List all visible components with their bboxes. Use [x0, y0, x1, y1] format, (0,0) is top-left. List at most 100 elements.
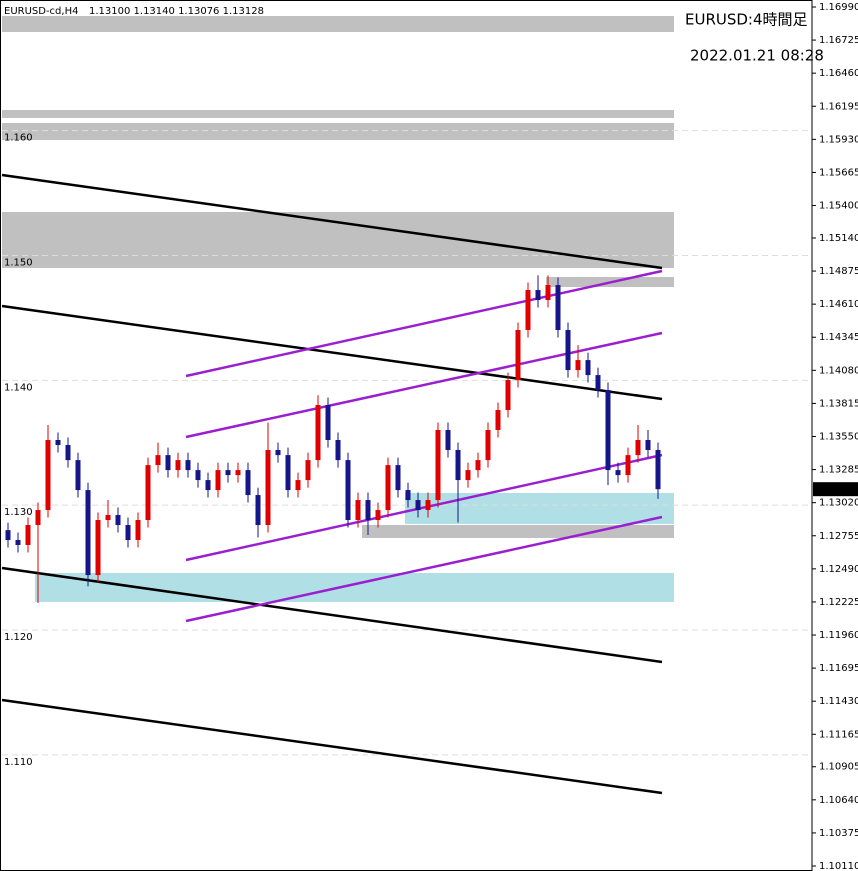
candle-body — [25, 525, 31, 545]
candle-body — [605, 390, 611, 471]
candle-body — [125, 525, 131, 541]
y-tick-label: 1.15930 — [819, 134, 858, 145]
y-tick-label: 1.16725 — [819, 35, 858, 46]
y-tick-label: 1.13815 — [819, 398, 858, 409]
y-tick-label: 1.14345 — [819, 332, 858, 343]
y-tick-label: 1.13020 — [819, 498, 858, 509]
candle-body — [135, 520, 141, 541]
candle-body — [485, 430, 491, 461]
chart-subtitle: 2022.01.21 08:28 — [690, 47, 824, 65]
price-label: 1.13128 — [818, 484, 858, 495]
trend-line — [1, 698, 663, 795]
y-tick-label: 1.16990 — [819, 2, 858, 13]
y-tick-label: 1.12755 — [819, 531, 858, 542]
candle-body — [535, 290, 541, 301]
candle-body — [505, 380, 511, 411]
candle-body — [205, 480, 211, 491]
candle-body — [155, 455, 161, 466]
candle-body — [575, 360, 581, 371]
left-tick-label: 1.150 — [4, 257, 33, 268]
candle-body — [115, 515, 121, 526]
candle-body — [645, 439, 651, 450]
candle-body — [425, 500, 431, 511]
y-tick-label: 1.12225 — [819, 597, 858, 608]
y-tick-label: 1.15140 — [819, 233, 858, 244]
zone — [2, 110, 674, 118]
candle-body — [635, 439, 641, 456]
candle-body — [395, 465, 401, 491]
candle-body — [625, 455, 631, 476]
channel-line — [185, 453, 663, 562]
y-tick-label: 1.10375 — [819, 828, 858, 839]
candle-body — [265, 449, 271, 526]
left-tick-label: 1.130 — [4, 507, 33, 518]
y-tick-label: 1.14610 — [819, 299, 858, 310]
channel-line — [185, 331, 663, 439]
candle-body — [195, 470, 201, 481]
candle-body — [355, 500, 361, 521]
candle-body — [55, 439, 61, 445]
candle-body — [295, 480, 301, 491]
candle-body — [185, 460, 191, 471]
candle-body — [385, 465, 391, 511]
trend-line — [1, 304, 663, 401]
candle-body — [85, 490, 91, 576]
candle-body — [175, 460, 181, 471]
y-tick-label: 1.14875 — [819, 266, 858, 277]
candle-body — [435, 430, 441, 501]
y-tick-label: 1.16460 — [819, 68, 858, 79]
candle-body — [225, 470, 231, 476]
chart-title: EURUSD:4時間足 — [685, 11, 808, 29]
candle-body — [235, 470, 241, 476]
left-tick-label: 1.140 — [4, 382, 33, 393]
candle-body — [5, 530, 11, 541]
y-tick-label: 1.10640 — [819, 795, 858, 806]
y-tick-label: 1.11430 — [819, 696, 858, 707]
y-tick-label: 1.13285 — [819, 465, 858, 476]
candle-body — [595, 375, 601, 391]
y-tick-label: 1.11960 — [819, 630, 858, 641]
candle-body — [445, 430, 451, 450]
candle-body — [615, 470, 621, 476]
price-box — [813, 482, 858, 497]
left-tick-label: 1.160 — [4, 133, 33, 144]
zone — [2, 212, 674, 268]
candle-body — [405, 490, 411, 501]
channel-line — [185, 515, 663, 623]
trend-line — [1, 173, 663, 270]
candle-body — [585, 360, 591, 376]
y-tick-label: 1.13550 — [819, 431, 858, 442]
candle-body — [45, 439, 51, 511]
candle-body — [165, 455, 171, 471]
zone — [405, 493, 674, 524]
candle-body — [305, 460, 311, 481]
candle-body — [325, 405, 331, 440]
y-tick-label: 1.10905 — [819, 762, 858, 773]
left-tick-label: 1.110 — [4, 757, 33, 768]
candle-body — [105, 515, 111, 521]
zones — [2, 16, 674, 602]
quote: 1.13100 1.13140 1.13076 1.13128 — [89, 6, 264, 17]
candle-body — [75, 460, 81, 491]
y-tick-label: 1.15665 — [819, 167, 858, 178]
candle-body — [335, 439, 341, 461]
candle-body — [275, 449, 281, 456]
candle-body — [245, 470, 251, 496]
grid: 1.160 1.150 1.140 1.130 1.120 1.110 — [2, 130, 812, 768]
candle-body — [315, 405, 321, 461]
candle-body — [465, 470, 471, 481]
zone — [362, 525, 674, 538]
trend-lines — [1, 173, 663, 795]
candle-body — [515, 329, 521, 381]
zone — [2, 16, 674, 32]
candle-body — [255, 495, 261, 526]
candle-body — [495, 410, 501, 431]
trend-line — [1, 566, 663, 664]
y-tick-label: 1.11165 — [819, 729, 858, 740]
candle-body — [415, 500, 421, 511]
candle-body — [565, 329, 571, 371]
candle-body — [655, 449, 661, 490]
